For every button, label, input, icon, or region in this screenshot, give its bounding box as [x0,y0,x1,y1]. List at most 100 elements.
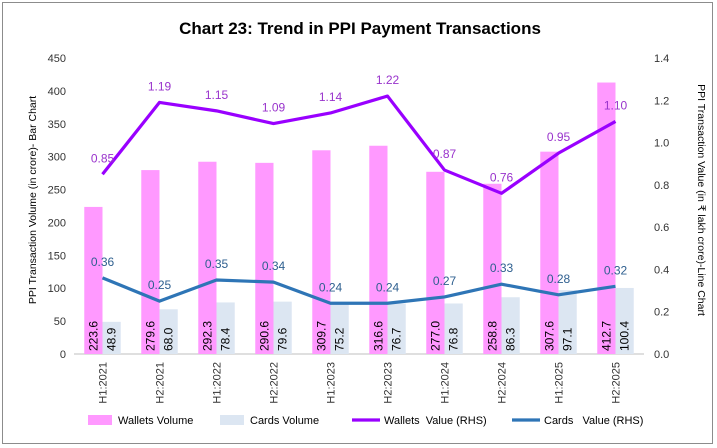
cards-volume-bar [558,290,577,354]
cards-volume-label: 48.9 [105,327,119,351]
y-left-tick-label: 150 [48,250,66,262]
wallets-volume-label: 290.6 [257,321,271,351]
y-right-tick-label: 1.2 [654,95,669,107]
cards-volume-bar [501,297,520,354]
wallets-volume-label: 309.7 [314,321,328,351]
y-left-tick-label: 400 [48,86,66,98]
x-tick-label: H1:2024 [440,362,452,404]
x-tick-label: H1:2025 [554,362,566,404]
lines [101,94,617,305]
y-left-tick-label: 250 [48,185,66,197]
y-right-tick-label: 0.2 [654,307,669,319]
chart-title: Chart 23: Trend in PPI Payment Transacti… [179,19,541,38]
x-tick-label: H1:2021 [98,362,110,404]
y-left-tick-label: 200 [48,217,66,229]
wallets-value-label: 1.14 [319,90,343,104]
y-right-tick-label: 0.8 [654,180,669,192]
wallets-volume-bar [84,206,103,354]
wallets-volume-label: 292.3 [200,321,214,351]
legend-wallets-value-text: Wallets Value (RHS) [384,415,487,427]
bars [84,82,634,355]
legend-cards-volume-swatch [220,415,244,425]
chart-frame [2,2,713,444]
x-tick-label: H2:2022 [269,362,281,404]
wallets-volume-label: 316.6 [371,321,385,351]
wallets-volume-label: 279.6 [143,321,157,351]
wallets-volume-bar [540,151,559,354]
cards-value-label: 0.36 [91,255,115,269]
wallets-value-label: 1.09 [262,101,286,115]
y-right-tick-label: 0.6 [654,222,669,234]
wallets-value-label: 0.85 [91,151,115,165]
wallets-value-label: 1.10 [604,98,628,112]
wallets-value-label: 1.22 [376,73,400,87]
y-left-tick-label: 300 [48,152,66,164]
x-tick-label: H1:2023 [326,362,338,404]
cards-value-label: 0.34 [262,259,286,273]
x-tick-label: H1:2022 [212,362,224,404]
x-tick-label: H2:2024 [497,362,509,404]
wallets-volume-label: 277.0 [428,321,442,351]
cards-volume-bar [330,304,349,354]
x-tick-label: H2:2023 [383,362,395,404]
cards-value-label: 0.25 [148,278,172,292]
cards-volume-label: 97.1 [561,327,575,351]
x-tick-label: H2:2025 [611,362,623,404]
cards-value-label: 0.24 [376,280,400,294]
y-left-tick-label: 50 [54,316,66,328]
cards-volume-bar [159,309,178,354]
cards-value-label: 0.32 [604,263,628,277]
cards-volume-label: 76.8 [447,327,461,351]
wallets-value-label: 1.19 [148,79,172,93]
cards-volume-label: 100.4 [618,321,632,351]
cards-volume-label: 68.0 [162,327,176,351]
y-right-tick-label: 1.4 [654,53,669,65]
cards-volume-label: 75.2 [333,327,347,351]
y-axis-right-title: PPI Transaction Value (in ₹ lakh crore)-… [695,84,707,316]
wallets-value-label: 0.76 [490,170,514,184]
wallets-volume-bar [141,170,160,354]
legend-cards-value-text: Cards Value (RHS) [544,415,643,427]
cards-value-label: 0.35 [205,257,229,271]
legend-cards-volume-text: Cards Volume [250,415,319,427]
wallets-value-label: 0.95 [547,130,571,144]
y-right-tick-label: 0.0 [654,349,669,361]
wallets-volume-label: 412.7 [599,321,613,351]
y-right-tick-label: 1.0 [654,138,669,150]
cards-volume-bar [273,301,292,354]
cards-value-line [101,276,616,305]
y-left-tick-label: 350 [48,119,66,131]
y-left-tick-label: 0 [60,349,66,361]
cards-volume-bar [444,303,463,354]
y-right-tick-label: 0.4 [654,264,669,276]
data-labels: 223.6 48.9 279.6 68.0 292.3 78.4 290.6 79.6 309.… [86,73,631,351]
cards-volume-label: 79.6 [276,327,290,351]
cards-volume-bar [615,287,634,354]
cards-volume-label: 76.7 [390,327,404,351]
wallets-volume-bar [483,183,502,354]
cards-volume-label: 86.3 [504,327,518,351]
cards-value-label: 0.28 [547,272,571,286]
wallets-volume-bar [198,161,217,354]
y-axis-left-title: PPI Transaction Volume (in crore)- Bar C… [27,96,39,304]
cards-volume-bar [387,303,406,354]
y-left-tick-label: 100 [48,283,66,295]
wallets-volume-bar [255,162,274,354]
legend-wallets-volume-text: Wallets Volume [118,415,193,427]
wallets-volume-bar [426,171,445,354]
wallets-volume-label: 223.6 [86,321,100,351]
x-tick-label: H2:2021 [155,362,167,404]
cards-volume-bar [102,321,121,354]
wallets-volume-label: 258.8 [485,321,499,351]
y-left-tick-label: 450 [48,53,66,65]
cards-volume-bar [216,302,235,354]
legend: Wallets Volume Cards Volume Wallets Value … [88,415,643,427]
wallets-value-label: 0.87 [433,147,457,161]
legend-wallets-volume-swatch [88,415,112,425]
cards-value-label: 0.33 [490,261,514,275]
cards-value-label: 0.24 [319,280,343,294]
wallets-volume-label: 307.6 [542,321,556,351]
cards-volume-label: 78.4 [219,327,233,351]
cards-value-label: 0.27 [433,274,457,288]
